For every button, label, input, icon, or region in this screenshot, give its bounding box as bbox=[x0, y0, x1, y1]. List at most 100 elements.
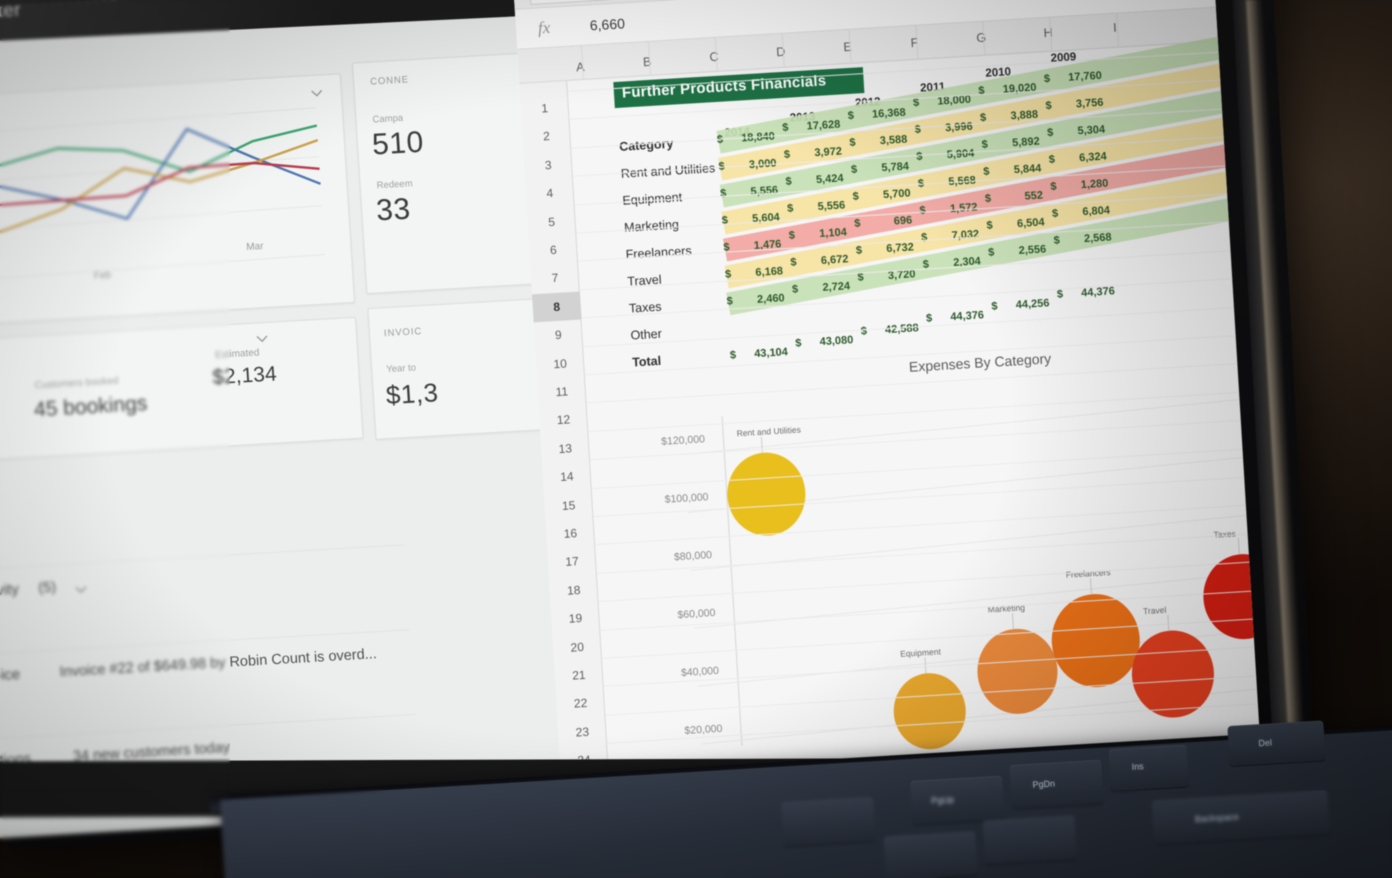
row-header-22[interactable]: 22 bbox=[573, 696, 588, 711]
row-header-23[interactable]: 23 bbox=[575, 724, 590, 740]
invoices-sub-label: Year to bbox=[385, 362, 417, 376]
connections-heading: CONNE bbox=[369, 74, 410, 88]
currency-symbol: $ bbox=[916, 151, 923, 164]
bubble-freelancers[interactable] bbox=[1049, 591, 1143, 690]
list-item[interactable]: Overdue invoice Invoice #22 of $649.98 b… bbox=[0, 629, 413, 712]
key-backspace[interactable] bbox=[1151, 790, 1330, 845]
row-header-4[interactable]: 4 bbox=[546, 186, 554, 201]
customers-booked-label: Customers booked bbox=[34, 375, 119, 392]
value-cell[interactable]: 43,080 bbox=[819, 333, 854, 348]
currency-symbol: $ bbox=[1043, 72, 1051, 86]
key-ins[interactable] bbox=[1108, 744, 1189, 792]
column-header-C[interactable]: C bbox=[709, 49, 719, 65]
chevron-down-icon[interactable] bbox=[311, 89, 323, 98]
currency-symbol: $ bbox=[719, 187, 727, 200]
row-header-20[interactable]: 20 bbox=[570, 639, 585, 655]
chevron-down-icon[interactable] bbox=[74, 586, 87, 595]
value-cell[interactable]: 42,588 bbox=[884, 321, 919, 336]
overdue-invoice-text: Invoice #22 of $649.98 by Robin Count is… bbox=[59, 646, 378, 681]
bubble-ytick: $60,000 bbox=[677, 606, 716, 622]
row-header-21[interactable]: 21 bbox=[571, 667, 587, 683]
row-header-10[interactable]: 10 bbox=[553, 356, 568, 371]
currency-symbol: $ bbox=[991, 300, 998, 313]
row-header-9[interactable]: 9 bbox=[554, 327, 563, 343]
currency-symbol: $ bbox=[1051, 207, 1059, 220]
redeemed-value: 33 bbox=[375, 192, 412, 228]
line-series-gold bbox=[0, 138, 319, 234]
currency-symbol: $ bbox=[860, 324, 868, 338]
row-header-18[interactable]: 18 bbox=[566, 582, 581, 598]
bubble-equipment[interactable] bbox=[891, 671, 968, 752]
currency-symbol: $ bbox=[855, 244, 863, 257]
invoices-card: INVOIC Year to $1,3 bbox=[367, 297, 556, 440]
column-header-G[interactable]: G bbox=[975, 30, 987, 45]
row-header-17[interactable]: 17 bbox=[564, 554, 580, 570]
currency-symbol: $ bbox=[853, 217, 861, 230]
bubble-leader-line bbox=[1011, 613, 1014, 630]
category-cell[interactable]: Total bbox=[631, 353, 662, 370]
category-cell[interactable]: Freelancers bbox=[625, 243, 693, 262]
chart-card: 300 200 100 Jan Feb Mar bbox=[0, 73, 356, 331]
row-header-16[interactable]: 16 bbox=[563, 526, 578, 541]
currency-symbol: $ bbox=[1046, 126, 1054, 140]
key-pgup[interactable] bbox=[910, 775, 1005, 825]
currency-symbol: $ bbox=[1053, 234, 1061, 247]
column-header-E[interactable]: E bbox=[843, 40, 853, 55]
key-blank-1[interactable] bbox=[781, 797, 876, 847]
row-header-2[interactable]: 2 bbox=[542, 129, 551, 144]
row-header-13[interactable]: 13 bbox=[558, 441, 573, 456]
category-cell[interactable]: Other bbox=[630, 326, 663, 343]
currency-symbol: $ bbox=[785, 175, 793, 188]
row-header-15[interactable]: 15 bbox=[561, 497, 576, 513]
column-header-A[interactable]: A bbox=[575, 59, 585, 75]
row-header-12[interactable]: 12 bbox=[556, 412, 571, 428]
currency-symbol: $ bbox=[1045, 99, 1052, 113]
currency-symbol: $ bbox=[852, 190, 860, 203]
currency-symbol: $ bbox=[848, 136, 856, 149]
key-del-label: Del bbox=[1258, 737, 1273, 749]
currency-symbol: $ bbox=[920, 231, 928, 245]
row-header-14[interactable]: 14 bbox=[559, 469, 575, 485]
key-blank-3[interactable] bbox=[982, 815, 1078, 865]
row-header-5[interactable]: 5 bbox=[547, 214, 556, 229]
column-header-B[interactable]: B bbox=[642, 54, 652, 70]
category-cell[interactable]: Category bbox=[618, 136, 674, 154]
bubble-label: Rent and Utilities bbox=[736, 424, 802, 439]
currency-symbol: $ bbox=[724, 268, 732, 281]
column-header-F[interactable]: F bbox=[910, 35, 919, 50]
bubble-marketing[interactable] bbox=[975, 626, 1060, 717]
bubble-ytick: $100,000 bbox=[664, 491, 709, 506]
bookings-card: GS nth bookings Customers booked 45 book… bbox=[0, 316, 364, 471]
value-cell[interactable]: 44,256 bbox=[1015, 297, 1050, 312]
row-header-3[interactable]: 3 bbox=[544, 157, 552, 173]
column-header-D[interactable]: D bbox=[775, 45, 786, 60]
currency-symbol: $ bbox=[790, 256, 797, 269]
column-header-I[interactable]: I bbox=[1112, 20, 1118, 35]
bubble-leader-line bbox=[1167, 614, 1170, 631]
estimated-value: $2,134 bbox=[211, 362, 278, 390]
chevron-down-icon[interactable] bbox=[256, 335, 268, 344]
row-header-1[interactable]: 1 bbox=[540, 101, 549, 116]
bookings-activity-count: (5) bbox=[37, 579, 57, 597]
dashboard-titlebar: enter bbox=[0, 0, 561, 49]
key-blank-2[interactable] bbox=[883, 831, 978, 878]
line-series-blue bbox=[0, 127, 321, 252]
row-header-7[interactable]: 7 bbox=[551, 271, 559, 286]
value-cell[interactable]: 43,104 bbox=[753, 346, 789, 361]
row-header-19[interactable]: 19 bbox=[568, 611, 583, 626]
year-header-2009: 2009 bbox=[1050, 51, 1077, 65]
row-header-11[interactable]: 11 bbox=[555, 384, 569, 400]
currency-symbol: $ bbox=[1056, 288, 1064, 301]
currency-symbol: $ bbox=[987, 246, 995, 260]
formula-value: 6,660 bbox=[589, 15, 626, 34]
key-del[interactable] bbox=[1227, 720, 1326, 767]
row-header-8[interactable]: 8 bbox=[531, 291, 582, 323]
bubble-rent-and-utilities[interactable] bbox=[724, 450, 808, 538]
list-item[interactable]: Bookings Activity (5) bbox=[0, 544, 408, 627]
row-header-6[interactable]: 6 bbox=[549, 242, 558, 258]
currency-symbol: $ bbox=[981, 138, 989, 152]
key-pgdn[interactable] bbox=[1009, 759, 1104, 810]
column-header-H[interactable]: H bbox=[1043, 25, 1054, 40]
bubble-ytick: $120,000 bbox=[660, 433, 706, 448]
bubble-leader-line bbox=[924, 657, 927, 674]
